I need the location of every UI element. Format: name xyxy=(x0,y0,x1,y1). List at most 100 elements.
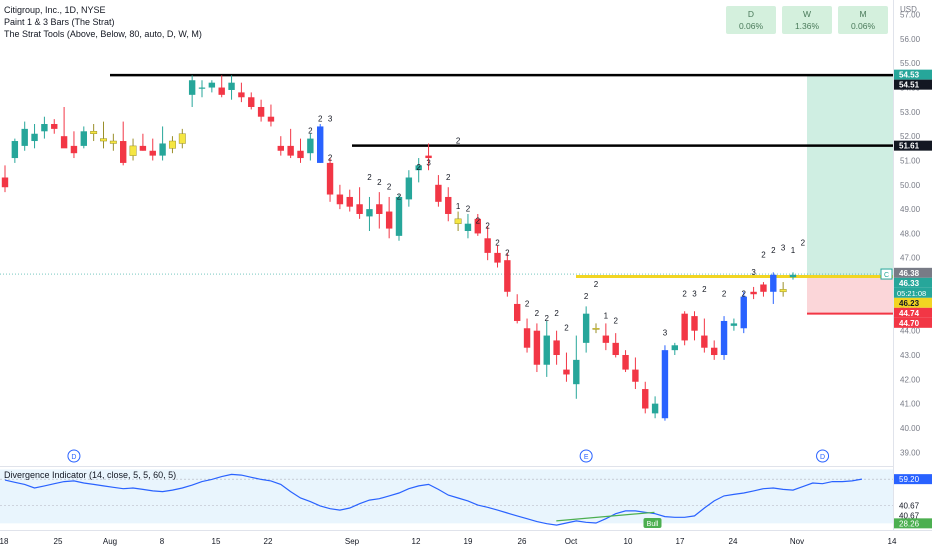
strat-label: 2 xyxy=(584,292,589,301)
price-label-box xyxy=(894,317,932,328)
indicator-title[interactable]: Divergence Indicator (14, close, 5, 5, 6… xyxy=(4,470,177,480)
candle-body xyxy=(248,97,255,107)
strat-label: 2 xyxy=(485,222,490,231)
candle-body xyxy=(100,138,107,142)
price-label: 51.61 xyxy=(899,142,920,151)
y-tick-label: 53.00 xyxy=(900,108,921,117)
candle-body xyxy=(454,218,462,224)
candle-body xyxy=(523,328,531,348)
candle-body xyxy=(425,155,432,159)
strat-label: 2 xyxy=(387,183,392,192)
candle-body xyxy=(770,274,777,292)
candle-body xyxy=(139,145,147,151)
strat-label: 2 xyxy=(397,192,402,201)
strat-label: 2 xyxy=(456,136,461,145)
event-marker xyxy=(67,449,81,463)
x-tick-label: Nov xyxy=(790,537,804,546)
strat-label: 2 xyxy=(613,316,618,325)
strat-label: 2 xyxy=(545,314,550,323)
candle-body xyxy=(691,316,698,331)
candle-body xyxy=(228,82,235,90)
price-label-box xyxy=(894,307,932,318)
y-tick-label: 56.00 xyxy=(900,35,921,44)
y-tick-label: 57.00 xyxy=(900,11,921,20)
y-tick-label: 44.00 xyxy=(900,327,921,336)
x-tick-label: 24 xyxy=(729,537,738,546)
candle-body xyxy=(1,177,9,188)
legend-study-paint-bars[interactable]: Paint 1 & 3 Bars (The Strat) xyxy=(4,17,115,27)
candle-body xyxy=(464,223,472,231)
candle-body xyxy=(681,313,688,341)
candle-body xyxy=(661,350,669,419)
y-tick-label: 51.00 xyxy=(900,156,921,165)
x-tick-label: 26 xyxy=(518,537,527,546)
x-tick-label: 18 xyxy=(0,537,9,546)
candle-body xyxy=(120,141,127,163)
candle-body xyxy=(612,342,619,356)
strat-label: 2 xyxy=(535,309,540,318)
candle-body xyxy=(730,323,738,326)
legend-study-strat-tools[interactable]: The Strat Tools (Above, Below, 80, auto,… xyxy=(4,29,202,39)
x-tick-label: 19 xyxy=(464,537,473,546)
candle-body xyxy=(504,260,511,292)
indicator-axis-label: 40.67 xyxy=(899,502,920,511)
y-tick-label: 41.00 xyxy=(900,400,921,409)
strat-label: 2 xyxy=(328,153,333,162)
candle-body xyxy=(651,403,659,414)
candle-body xyxy=(750,291,757,295)
price-label-box xyxy=(894,297,932,308)
event-marker-label: E xyxy=(584,454,589,461)
y-tick-label: 40.00 xyxy=(900,424,921,433)
currency-label: USD xyxy=(900,5,917,14)
indicator-axis-box xyxy=(894,518,932,529)
strat-label: 2 xyxy=(367,173,372,182)
candle-body xyxy=(415,165,422,171)
candle-body xyxy=(622,355,629,370)
event-marker-label: D xyxy=(71,454,76,461)
indicator-axis-label: 28.26 xyxy=(899,519,920,528)
strat-label: 1 xyxy=(791,246,796,255)
timeframe-box-monthly: M 0.06% xyxy=(838,6,888,34)
y-tick-label: 48.00 xyxy=(900,229,921,238)
candle-body xyxy=(602,335,610,343)
candle-body xyxy=(701,335,708,348)
candle-body xyxy=(21,128,28,146)
strat-label: 1 xyxy=(456,202,461,211)
candle-body xyxy=(178,133,186,144)
x-tick-label: 14 xyxy=(888,537,897,546)
candle-body xyxy=(484,238,491,253)
candle-body xyxy=(435,184,442,202)
y-tick-label: 52.00 xyxy=(900,132,921,141)
price-label: 46.33 xyxy=(899,279,920,288)
candle-body xyxy=(553,340,560,356)
candle-body xyxy=(51,124,58,129)
candle-body xyxy=(346,196,353,207)
strat-label: 2 xyxy=(771,246,776,255)
candle-body xyxy=(671,345,678,351)
x-tick-label: Aug xyxy=(103,537,117,546)
strat-label: 2 xyxy=(308,127,313,136)
candle-body xyxy=(573,359,580,385)
timeframe-box-daily: D 0.06% xyxy=(726,6,776,34)
indicator-axis-label: 59.20 xyxy=(899,475,920,484)
indicator-line xyxy=(4,473,863,526)
strat-label: 2 xyxy=(505,248,510,257)
candle-body xyxy=(582,313,590,343)
candle-body xyxy=(474,218,481,234)
x-tick-label: 25 xyxy=(54,537,63,546)
strat-label: 1 xyxy=(604,312,609,321)
y-tick-label: 50.00 xyxy=(900,181,921,190)
target-zone xyxy=(807,74,893,277)
indicator-axis-box xyxy=(894,510,932,521)
strat-label: 3 xyxy=(751,268,756,277)
bull-divergence-line xyxy=(556,511,655,522)
x-tick-label: 12 xyxy=(412,537,421,546)
candle-body xyxy=(149,150,156,156)
strat-label: 2 xyxy=(722,290,727,299)
candle-body xyxy=(109,140,117,144)
candle-body xyxy=(80,131,87,146)
timeframe-value: 0.06% xyxy=(850,21,876,31)
y-tick-label: 47.00 xyxy=(900,254,921,263)
legend-symbol[interactable]: Citigroup, Inc., 1D, NYSE xyxy=(4,5,106,15)
